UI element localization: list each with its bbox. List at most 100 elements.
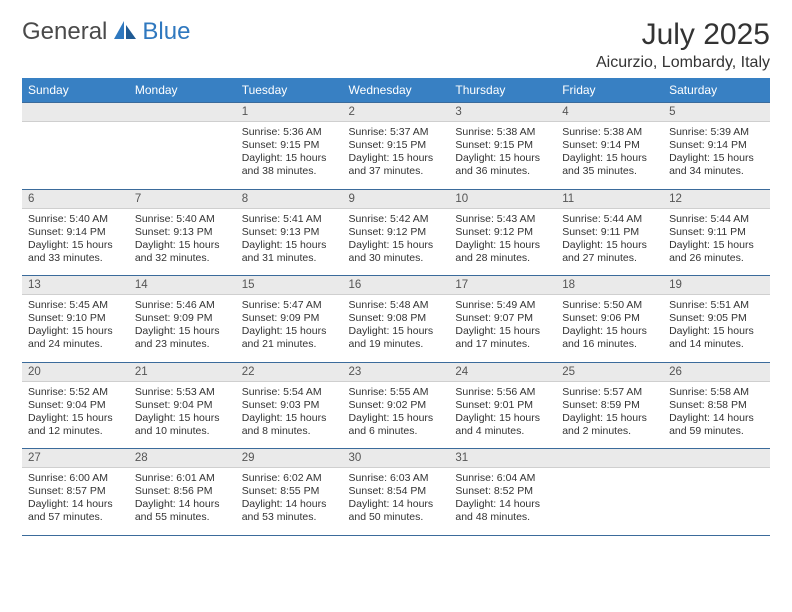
daylight-text: Daylight: 15 hours and 6 minutes. <box>349 412 444 438</box>
sunrise-text: Sunrise: 5:43 AM <box>455 213 550 226</box>
sunrise-text: Sunrise: 5:57 AM <box>562 386 657 399</box>
sunrise-text: Sunrise: 6:02 AM <box>242 472 337 485</box>
sunset-text: Sunset: 9:02 PM <box>349 399 444 412</box>
day-cell: Sunrise: 5:49 AMSunset: 9:07 PMDaylight:… <box>449 295 556 363</box>
day-cell: Sunrise: 5:36 AMSunset: 9:15 PMDaylight:… <box>236 122 343 190</box>
day-cell: Sunrise: 5:55 AMSunset: 9:02 PMDaylight:… <box>343 381 450 449</box>
daylight-text: Daylight: 15 hours and 32 minutes. <box>135 239 230 265</box>
sunset-text: Sunset: 8:59 PM <box>562 399 657 412</box>
sunset-text: Sunset: 9:12 PM <box>349 226 444 239</box>
day-cell: Sunrise: 5:53 AMSunset: 9:04 PMDaylight:… <box>129 381 236 449</box>
sail-icon <box>112 19 138 46</box>
day-cell: Sunrise: 5:50 AMSunset: 9:06 PMDaylight:… <box>556 295 663 363</box>
sunset-text: Sunset: 9:06 PM <box>562 312 657 325</box>
day-number: 8 <box>236 189 343 208</box>
header: General Blue July 2025 Aicurzio, Lombard… <box>22 18 770 72</box>
day-cell: Sunrise: 5:51 AMSunset: 9:05 PMDaylight:… <box>663 295 770 363</box>
day-number: 21 <box>129 362 236 381</box>
day-number: 17 <box>449 276 556 295</box>
day-cell: Sunrise: 5:42 AMSunset: 9:12 PMDaylight:… <box>343 208 450 276</box>
sunset-text: Sunset: 9:12 PM <box>455 226 550 239</box>
daylight-text: Daylight: 15 hours and 23 minutes. <box>135 325 230 351</box>
sunrise-text: Sunrise: 6:00 AM <box>28 472 123 485</box>
sunset-text: Sunset: 9:14 PM <box>28 226 123 239</box>
daylight-text: Daylight: 15 hours and 4 minutes. <box>455 412 550 438</box>
sunset-text: Sunset: 8:52 PM <box>455 485 550 498</box>
week-body-row: Sunrise: 5:40 AMSunset: 9:14 PM Daylight:… <box>22 208 770 276</box>
sunset-text: Sunset: 8:55 PM <box>242 485 337 498</box>
day-number: 9 <box>343 189 450 208</box>
sunrise-text: Sunrise: 5:38 AM <box>562 126 657 139</box>
sunrise-text: Sunrise: 5:40 AM <box>28 213 123 226</box>
day-number: 6 <box>22 189 129 208</box>
sunrise-text: Sunrise: 5:51 AM <box>669 299 764 312</box>
daylight-text: Daylight: 15 hours and 16 minutes. <box>562 325 657 351</box>
sunrise-text: Sunrise: 5:38 AM <box>455 126 550 139</box>
day-cell: Sunrise: 5:44 AMSunset: 9:11 PMDaylight:… <box>556 208 663 276</box>
sunrise-text: Sunrise: 5:53 AM <box>135 386 230 399</box>
sunset-text: Sunset: 8:54 PM <box>349 485 444 498</box>
day-number: 22 <box>236 362 343 381</box>
daylight-text: Daylight: 15 hours and 38 minutes. <box>242 152 337 178</box>
daylight-text: Daylight: 15 hours and 31 minutes. <box>242 239 337 265</box>
month-title: July 2025 <box>596 18 770 52</box>
sunset-text: Sunset: 9:15 PM <box>242 139 337 152</box>
day-header: Wednesday <box>343 78 450 103</box>
day-header-row: Sunday Monday Tuesday Wednesday Thursday… <box>22 78 770 103</box>
calendar-table: Sunday Monday Tuesday Wednesday Thursday… <box>22 78 770 536</box>
day-cell: Sunrise: 5:37 AMSunset: 9:15 PMDaylight:… <box>343 122 450 190</box>
daylight-text: Daylight: 14 hours and 53 minutes. <box>242 498 337 524</box>
sunrise-text: Sunrise: 5:52 AM <box>28 386 123 399</box>
day-number <box>129 103 236 122</box>
sunset-text: Sunset: 8:57 PM <box>28 485 123 498</box>
day-cell: Sunrise: 6:03 AMSunset: 8:54 PMDaylight:… <box>343 468 450 536</box>
daylight-text: Daylight: 15 hours and 26 minutes. <box>669 239 764 265</box>
sunset-text: Sunset: 9:15 PM <box>455 139 550 152</box>
week-body-row: Sunrise: 5:45 AMSunset: 9:10 PMDaylight:… <box>22 295 770 363</box>
day-number: 15 <box>236 276 343 295</box>
sunrise-text: Sunrise: 5:54 AM <box>242 386 337 399</box>
day-number: 16 <box>343 276 450 295</box>
day-number: 27 <box>22 449 129 468</box>
sunrise-text: Sunrise: 5:50 AM <box>562 299 657 312</box>
sunset-text: Sunset: 9:03 PM <box>242 399 337 412</box>
day-cell: Sunrise: 5:46 AMSunset: 9:09 PMDaylight:… <box>129 295 236 363</box>
day-number: 14 <box>129 276 236 295</box>
sunrise-text: Sunrise: 5:42 AM <box>349 213 444 226</box>
brand-general: General <box>22 18 107 46</box>
brand-logo: General Blue <box>22 18 190 46</box>
sunset-text: Sunset: 9:09 PM <box>242 312 337 325</box>
sunset-text: Sunset: 9:07 PM <box>455 312 550 325</box>
daylight-text: Daylight: 14 hours and 55 minutes. <box>135 498 230 524</box>
week-number-row: 6789101112 <box>22 189 770 208</box>
day-header: Monday <box>129 78 236 103</box>
daylight-text: Daylight: 15 hours and 37 minutes. <box>349 152 444 178</box>
sunset-text: Sunset: 9:04 PM <box>135 399 230 412</box>
week-body-row: Sunrise: 5:36 AMSunset: 9:15 PMDaylight:… <box>22 122 770 190</box>
day-header: Sunday <box>22 78 129 103</box>
daylight-text: Daylight: 15 hours and 36 minutes. <box>455 152 550 178</box>
week-body-row: Sunrise: 6:00 AMSunset: 8:57 PM Daylight:… <box>22 468 770 536</box>
brand-blue: Blue <box>142 18 190 46</box>
day-cell: Sunrise: 5:38 AMSunset: 9:14 PMDaylight:… <box>556 122 663 190</box>
day-cell: Sunrise: 5:54 AMSunset: 9:03 PMDaylight:… <box>236 381 343 449</box>
daylight-text: Daylight: 15 hours and 8 minutes. <box>242 412 337 438</box>
day-cell <box>556 468 663 536</box>
day-number: 7 <box>129 189 236 208</box>
sunset-text: Sunset: 9:15 PM <box>349 139 444 152</box>
day-cell: Sunrise: 5:57 AMSunset: 8:59 PMDaylight:… <box>556 381 663 449</box>
sunrise-text: Sunrise: 5:41 AM <box>242 213 337 226</box>
week-number-row: 2728293031 <box>22 449 770 468</box>
daylight-text: Daylight: 14 hours and 48 minutes. <box>455 498 550 524</box>
daylight-text: Daylight: 15 hours and 28 minutes. <box>455 239 550 265</box>
daylight-text: Daylight: 15 hours and 30 minutes. <box>349 239 444 265</box>
day-number: 4 <box>556 103 663 122</box>
week-body-row: Sunrise: 5:52 AMSunset: 9:04 PMDaylight:… <box>22 381 770 449</box>
daylight-text: Daylight: 15 hours and 10 minutes. <box>135 412 230 438</box>
sunrise-text: Sunrise: 5:45 AM <box>28 299 123 312</box>
day-number: 30 <box>343 449 450 468</box>
daylight-text: Daylight: 15 hours and 14 minutes. <box>669 325 764 351</box>
day-number: 13 <box>22 276 129 295</box>
day-number <box>22 103 129 122</box>
day-number: 2 <box>343 103 450 122</box>
